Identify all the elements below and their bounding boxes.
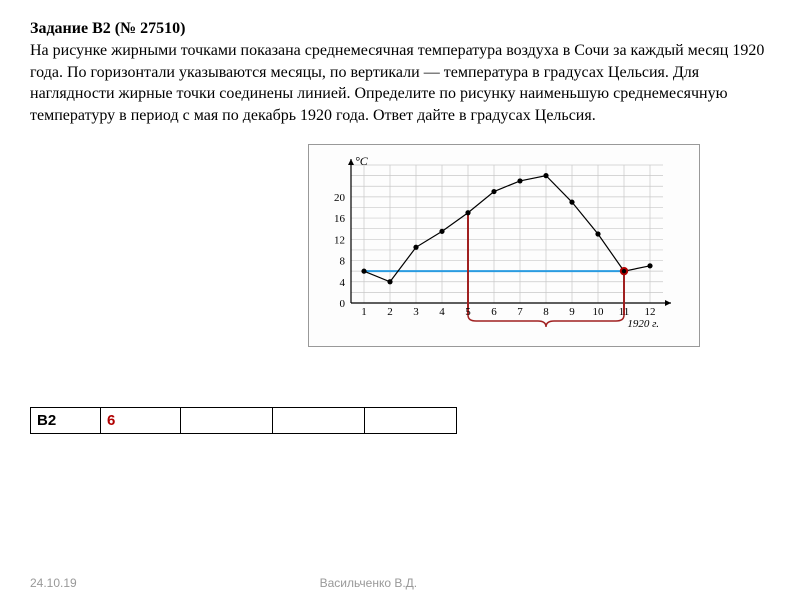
title-number: 27510 [140,20,180,37]
answer-value-cell: 6 [101,408,181,434]
svg-text:7: 7 [517,306,523,318]
title-suffix: ) [180,20,185,37]
svg-text:12: 12 [334,235,345,247]
table-row: B2 6 [31,408,457,434]
chart-container: 048121620123456789101112°C1920 г. [30,144,770,347]
answer-label-cell: B2 [31,408,101,434]
svg-text:8: 8 [543,306,549,318]
svg-text:5: 5 [465,306,471,318]
problem-title: Задание B2 (№ 27510) [30,20,770,38]
svg-text:0: 0 [340,298,346,310]
svg-text:6: 6 [491,306,497,318]
footer-author: Васильченко В.Д. [77,576,770,590]
svg-text:11: 11 [619,306,630,318]
svg-text:4: 4 [340,277,346,289]
title-prefix: Задание B2 (№ [30,20,140,37]
svg-text:2: 2 [387,306,393,318]
problem-text: На рисунке жирными точками показана сред… [30,40,770,126]
svg-text:3: 3 [413,306,419,318]
svg-text:1920 г.: 1920 г. [627,318,659,328]
svg-text:9: 9 [569,306,575,318]
svg-text:12: 12 [645,306,656,318]
empty-cell [273,408,365,434]
empty-cell [365,408,457,434]
svg-text:16: 16 [334,213,346,225]
chart-box: 048121620123456789101112°C1920 г. [308,144,700,347]
svg-text:1: 1 [361,306,367,318]
answer-table: B2 6 [30,407,457,434]
svg-text:20: 20 [334,192,346,204]
empty-cell [181,408,273,434]
footer: 24.10.19 Васильченко В.Д. [30,576,770,590]
footer-date: 24.10.19 [30,576,77,590]
svg-text:10: 10 [593,306,605,318]
temperature-chart: 048121620123456789101112°C1920 г. [317,153,687,328]
svg-text:°C: °C [355,154,369,168]
svg-text:8: 8 [340,256,346,268]
svg-text:4: 4 [439,306,445,318]
